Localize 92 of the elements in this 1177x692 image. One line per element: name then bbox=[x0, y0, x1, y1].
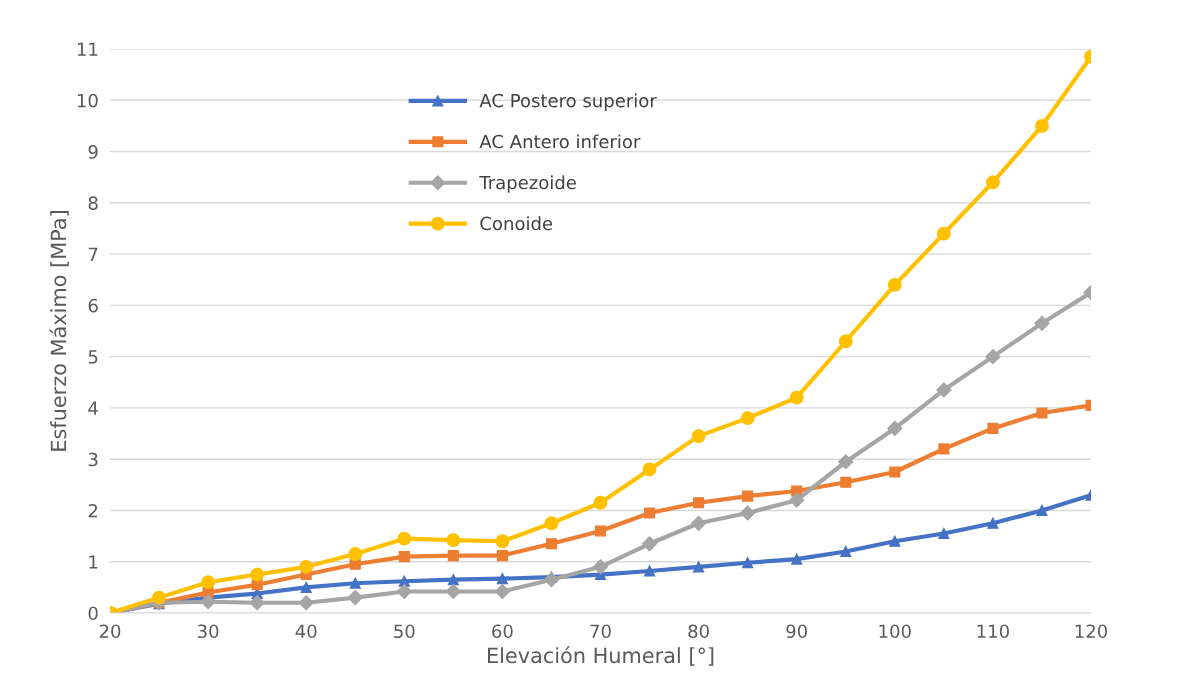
y-tick-label: 9 bbox=[88, 145, 98, 159]
point bbox=[494, 583, 510, 600]
y-tick-label: 3 bbox=[88, 452, 98, 467]
point bbox=[887, 277, 902, 292]
point bbox=[347, 590, 363, 606]
point bbox=[693, 561, 705, 573]
legend-label: Conoide bbox=[480, 216, 553, 231]
point bbox=[985, 175, 1000, 190]
point bbox=[446, 533, 461, 548]
point bbox=[641, 536, 658, 552]
y-tick-label: 0 bbox=[88, 606, 98, 621]
y-axis-title: Esfuerzo Máximo [MPa] bbox=[49, 211, 69, 451]
point bbox=[889, 466, 901, 478]
point bbox=[250, 567, 265, 582]
x-tick-label: 30 bbox=[197, 624, 219, 639]
point bbox=[593, 495, 608, 510]
point bbox=[152, 590, 166, 605]
x-tick-label: 50 bbox=[394, 624, 415, 639]
point bbox=[936, 226, 951, 241]
point bbox=[397, 531, 412, 546]
x-axis-title: Elevación Humeral [°] bbox=[488, 646, 714, 666]
point bbox=[938, 527, 950, 540]
point bbox=[1035, 118, 1049, 133]
point bbox=[249, 595, 265, 611]
x-tick-label: 20 bbox=[99, 624, 121, 639]
y-tick-label: 5 bbox=[88, 350, 98, 364]
point bbox=[740, 505, 756, 521]
y-tick-label: 6 bbox=[88, 298, 98, 313]
point bbox=[298, 595, 314, 611]
point bbox=[691, 429, 706, 444]
point bbox=[789, 390, 804, 405]
point bbox=[300, 581, 312, 593]
x-tick-label: 60 bbox=[492, 624, 513, 639]
point bbox=[299, 559, 314, 574]
point bbox=[936, 382, 952, 398]
x-tick-label: 70 bbox=[590, 624, 611, 639]
point bbox=[889, 535, 901, 547]
y-tick-label: 1 bbox=[89, 555, 98, 569]
point bbox=[985, 349, 1001, 365]
point bbox=[445, 583, 461, 600]
point bbox=[1036, 504, 1048, 517]
point bbox=[496, 573, 508, 585]
point bbox=[201, 575, 216, 590]
point bbox=[544, 516, 559, 531]
point bbox=[545, 538, 558, 550]
y-tick-label: 4 bbox=[88, 401, 98, 415]
x-tick-label: 100 bbox=[879, 624, 911, 639]
x-tick-label: 120 bbox=[1075, 624, 1108, 639]
point bbox=[398, 551, 410, 563]
point bbox=[447, 574, 459, 586]
point bbox=[348, 547, 363, 561]
point bbox=[887, 420, 903, 436]
point bbox=[642, 462, 657, 477]
point bbox=[200, 594, 216, 610]
point bbox=[987, 517, 999, 529]
point bbox=[691, 515, 707, 531]
point bbox=[1036, 407, 1048, 419]
point bbox=[742, 490, 754, 502]
point bbox=[838, 454, 854, 470]
x-tick-label: 90 bbox=[786, 624, 807, 639]
point bbox=[789, 492, 805, 508]
point bbox=[987, 422, 999, 434]
y-tick-label: 11 bbox=[77, 42, 98, 56]
y-tick-label: 7 bbox=[88, 247, 98, 261]
y-tick-label: 10 bbox=[77, 93, 98, 108]
point bbox=[938, 443, 950, 455]
point bbox=[1034, 315, 1050, 331]
point bbox=[396, 583, 412, 600]
point bbox=[447, 550, 459, 562]
legend-label: Trapezoide bbox=[479, 175, 576, 193]
point bbox=[693, 497, 705, 509]
y-tick-label: 8 bbox=[88, 196, 98, 210]
x-tick-label: 40 bbox=[295, 624, 317, 639]
point bbox=[791, 553, 803, 565]
point bbox=[840, 545, 852, 558]
point bbox=[838, 334, 853, 349]
x-tick-label: 80 bbox=[688, 624, 709, 639]
point bbox=[740, 411, 755, 426]
legend-label: AC Antero inferior bbox=[479, 134, 641, 149]
point bbox=[349, 577, 361, 589]
x-tick-label: 110 bbox=[977, 624, 1009, 639]
point bbox=[643, 565, 656, 577]
point bbox=[496, 550, 508, 562]
point bbox=[594, 525, 607, 537]
point bbox=[543, 572, 560, 588]
point bbox=[495, 534, 510, 549]
point bbox=[742, 557, 754, 569]
point bbox=[840, 476, 852, 488]
legend-label: AC Postero superior bbox=[479, 93, 657, 111]
y-tick-label: 2 bbox=[88, 503, 98, 518]
point bbox=[592, 559, 609, 575]
point bbox=[643, 507, 656, 519]
